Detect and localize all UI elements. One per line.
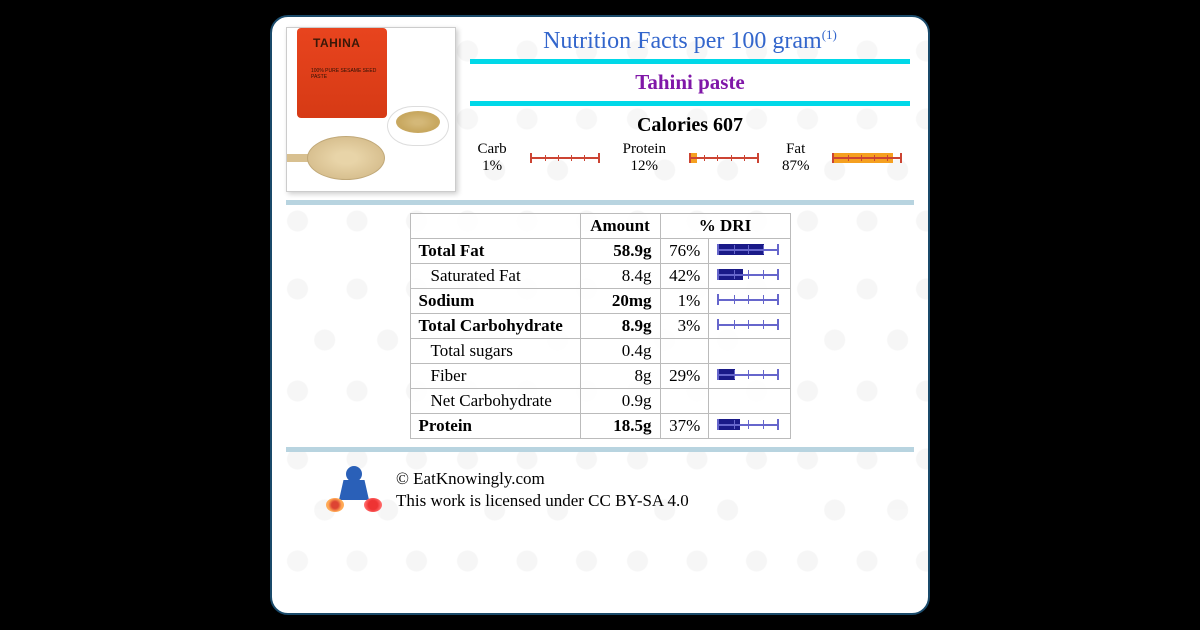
nutrient-label: Total Fat (410, 239, 580, 264)
table-row: Fiber8g29% (410, 364, 790, 389)
macro-bar (530, 151, 600, 165)
food-name: Tahini paste (466, 70, 914, 95)
table-row: Protein18.5g37% (410, 414, 790, 439)
tahina-jar: TAHINA 100% PURE SESAME SEED PASTE (297, 28, 387, 118)
nutrient-dri-percent: 1% (660, 289, 709, 314)
table-row: Net Carbohydrate0.9g (410, 389, 790, 414)
jar-sublabel: 100% PURE SESAME SEED PASTE (311, 68, 391, 80)
table-row: Total sugars0.4g (410, 339, 790, 364)
nutrient-dri-bar-cell (709, 389, 790, 414)
macro-label: Fat (782, 141, 810, 158)
nutrient-amount: 18.5g (580, 414, 660, 439)
nutrient-amount: 8.9g (580, 314, 660, 339)
nutrient-amount: 58.9g (580, 239, 660, 264)
footer: © EatKnowingly.com This work is licensed… (286, 460, 914, 520)
nutrient-dri-percent (660, 389, 709, 414)
macro-label: Carb (477, 141, 506, 158)
nutrient-dri-percent: 42% (660, 264, 709, 289)
nutrient-dri-bar-cell (709, 289, 790, 314)
nutrient-label: Net Carbohydrate (410, 389, 580, 414)
license-text: This work is licensed under CC BY-SA 4.0 (396, 490, 689, 512)
dri-bar (717, 243, 779, 256)
footer-text: © EatKnowingly.com This work is licensed… (396, 468, 689, 512)
macro-row: Carb1% Protein12% Fat87% (466, 141, 914, 175)
macro-item-carb: Carb1% (477, 141, 506, 175)
table-row: Sodium20mg1% (410, 289, 790, 314)
nutrient-dri-bar-cell (709, 364, 790, 389)
section-divider (286, 447, 914, 452)
nutrition-card: TAHINA 100% PURE SESAME SEED PASTE Nutri… (270, 15, 930, 615)
macro-bar (832, 151, 902, 165)
dri-bar (717, 293, 779, 306)
nutrient-dri-bar-cell (709, 414, 790, 439)
th-amount: Amount (580, 214, 660, 239)
product-image: TAHINA 100% PURE SESAME SEED PASTE (286, 27, 456, 192)
nutrient-amount: 8g (580, 364, 660, 389)
teal-divider (470, 59, 910, 64)
macro-label: Protein (623, 141, 666, 158)
nutrient-dri-percent (660, 339, 709, 364)
nutrient-label: Sodium (410, 289, 580, 314)
nutrient-dri-bar-cell (709, 239, 790, 264)
calories-value: 607 (713, 114, 743, 136)
sesame-bowl (387, 106, 449, 146)
header-row: TAHINA 100% PURE SESAME SEED PASTE Nutri… (286, 27, 914, 192)
macro-bar (689, 151, 759, 165)
nutrient-amount: 0.4g (580, 339, 660, 364)
eatknowingly-logo-icon (326, 466, 382, 514)
title-superscript: (1) (822, 27, 837, 42)
table-row: Total Fat58.9g76% (410, 239, 790, 264)
nutrient-label: Total Carbohydrate (410, 314, 580, 339)
nutrient-dri-bar-cell (709, 339, 790, 364)
calories: Calories 607 (466, 114, 914, 137)
nutrient-dri-bar-cell (709, 264, 790, 289)
nutrient-label: Fiber (410, 364, 580, 389)
copyright-text: © EatKnowingly.com (396, 468, 689, 490)
section-divider (286, 200, 914, 205)
th-empty (410, 214, 580, 239)
nutrient-dri-bar-cell (709, 314, 790, 339)
nutrient-dri-percent: 37% (660, 414, 709, 439)
jar-label: TAHINA (313, 36, 360, 50)
dri-bar (717, 318, 779, 331)
nutrient-label: Total sugars (410, 339, 580, 364)
dri-bar (717, 368, 779, 381)
macro-item-protein: Protein12% (623, 141, 666, 175)
table-row: Total Carbohydrate8.9g3% (410, 314, 790, 339)
nutrient-dri-percent: 76% (660, 239, 709, 264)
macro-percent: 12% (623, 158, 666, 175)
header-text: Nutrition Facts per 100 gram(1) Tahini p… (466, 27, 914, 192)
nutrient-dri-percent: 29% (660, 364, 709, 389)
nutrient-label: Protein (410, 414, 580, 439)
nutrient-amount: 0.9g (580, 389, 660, 414)
nutrient-dri-percent: 3% (660, 314, 709, 339)
calories-label: Calories (637, 114, 708, 136)
nutrient-label: Saturated Fat (410, 264, 580, 289)
table-row: Saturated Fat8.4g42% (410, 264, 790, 289)
macro-percent: 87% (782, 158, 810, 175)
macro-percent: 1% (477, 158, 506, 175)
th-dri: % DRI (660, 214, 790, 239)
tahini-spoon (286, 128, 395, 183)
teal-divider (470, 101, 910, 106)
nutrition-table: Amount % DRI Total Fat58.9g76%Saturated … (410, 213, 791, 439)
nutrient-amount: 8.4g (580, 264, 660, 289)
dri-bar (717, 418, 779, 431)
title-text: Nutrition Facts per 100 gram (543, 28, 822, 54)
dri-bar (717, 268, 779, 281)
macro-item-fat: Fat87% (782, 141, 810, 175)
card-title: Nutrition Facts per 100 gram(1) (466, 27, 914, 55)
nutrient-amount: 20mg (580, 289, 660, 314)
